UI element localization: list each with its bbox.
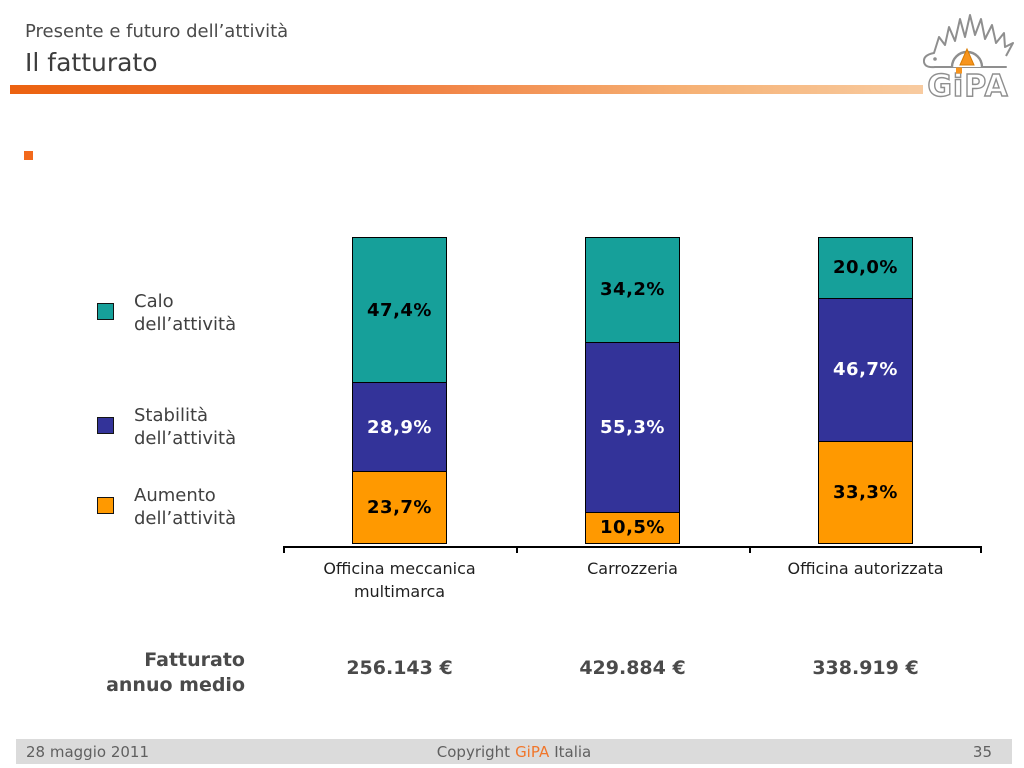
revenue-value: 256.143 € [346, 657, 453, 679]
bar-segment-value: 28,9% [367, 416, 432, 438]
hedgehog-head-icon [922, 52, 1007, 69]
axis-tick [283, 546, 285, 553]
stacked-bar: 34,2% 55,3% 10,5% [585, 237, 680, 546]
legend-item-stabilita: Stabilità dell’attività [97, 404, 297, 450]
bar-segment-aumento: 33,3% [818, 441, 913, 544]
revenue-value: 429.884 € [579, 657, 686, 679]
revenue-label: Fatturato annuo medio [106, 649, 245, 696]
footer-copyright: Copyright GiPA Italia [16, 743, 1012, 761]
footer-copyright-brand: GiPA [515, 742, 550, 761]
footer-copyright-suffix: Italia [554, 742, 592, 761]
page-title: Il fatturato [25, 48, 158, 77]
legend-swatch-stabilita [97, 417, 114, 434]
footer-copyright-prefix: Copyright [436, 742, 511, 761]
footer-date: 28 maggio 2011 [26, 742, 149, 761]
bar-segment-calo: 47,4% [352, 237, 447, 384]
bar-segment-value: 46,7% [833, 359, 898, 381]
bar-segment-calo: 34,2% [585, 237, 680, 343]
category-axis: Officina meccanica multimarca Carrozzeria… [283, 557, 982, 603]
footer: 28 maggio 2011 Copyright GiPA Italia 35 [16, 739, 1012, 764]
category-label: Officina meccanica multimarca [323, 559, 476, 601]
category-label: Carrozzeria [587, 559, 678, 578]
bar-segment-stabilita: 28,9% [352, 382, 447, 472]
axis-tick [980, 546, 982, 553]
bar-segment-stabilita: 46,7% [818, 297, 913, 443]
bar-segment-value: 47,4% [367, 299, 432, 321]
legend-item-aumento: Aumento dell’attività [97, 484, 297, 530]
legend-label-aumento: Aumento dell’attività [134, 485, 237, 529]
revenue-value: 338.919 € [812, 657, 919, 679]
stacked-bar: 20,0% 46,7% 33,3% [818, 237, 913, 546]
legend-swatch-calo [97, 303, 114, 320]
axis-tick [516, 546, 518, 553]
stacked-bar: 47,4% 28,9% 23,7% [352, 237, 447, 546]
legend-label-calo: Calo dell’attività [134, 291, 237, 335]
accent-bar [10, 85, 923, 94]
bar-column: 47,4% 28,9% 23,7% [283, 237, 516, 546]
bar-column: 34,2% 55,3% 10,5% [516, 237, 749, 546]
hedgehog-spikes-icon [933, 14, 1014, 57]
logo-road-icon [959, 47, 975, 66]
bullet-icon [24, 151, 33, 160]
revenue-row: 256.143 € 429.884 € 338.919 € [283, 657, 982, 679]
legend-item-calo: Calo dell’attività [97, 290, 297, 336]
hedgehog-eye-icon [933, 57, 937, 61]
bar-column: 20,0% 46,7% 33,3% [749, 237, 982, 546]
bar-segment-value: 34,2% [600, 279, 665, 301]
bar-segment-value: 10,5% [600, 517, 665, 539]
bar-segment-value: 23,7% [367, 496, 432, 518]
bar-segment-stabilita: 55,3% [585, 341, 680, 513]
bar-segment-value: 20,0% [833, 257, 898, 279]
gipa-logo: GiPA [922, 14, 1014, 104]
plot-bars: 47,4% 28,9% 23,7% 34,2% 55,3% 10,5% 20,0% 46,7%… [283, 237, 982, 553]
bar-segment-aumento: 10,5% [585, 511, 680, 544]
bar-segment-aumento: 23,7% [352, 470, 447, 544]
bar-segment-value: 55,3% [600, 416, 665, 438]
logo-wordmark: GiPA [927, 69, 1008, 104]
legend-swatch-aumento [97, 497, 114, 514]
header-subtitle: Presente e futuro dell’attività [25, 21, 289, 42]
legend-label-stabilita: Stabilità dell’attività [134, 405, 237, 449]
category-label: Officina autorizzata [787, 559, 944, 578]
axis-tick [749, 546, 751, 553]
bar-segment-value: 33,3% [833, 482, 898, 504]
bar-segment-calo: 20,0% [818, 237, 913, 299]
footer-page-number: 35 [972, 742, 992, 761]
logo-i-dot-icon [956, 67, 962, 74]
